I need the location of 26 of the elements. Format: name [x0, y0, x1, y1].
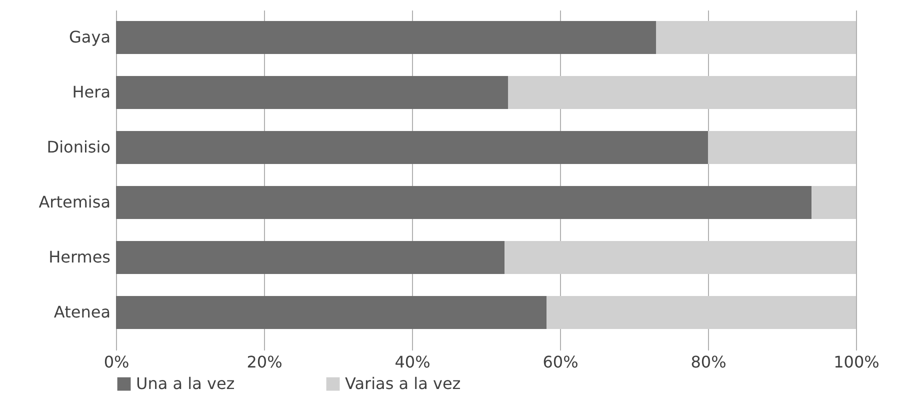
legend-label: Una a la vez — [136, 374, 235, 393]
bar — [546, 296, 856, 329]
bar — [116, 76, 508, 109]
bar — [116, 241, 504, 274]
y-tick-label: Gaya — [69, 28, 110, 46]
bar — [708, 131, 856, 164]
bar — [508, 76, 856, 109]
x-tick-label: 80% — [690, 352, 726, 372]
legend-label: Varias a la vez — [345, 374, 461, 393]
bar — [504, 241, 856, 274]
y-tick-label: Dionisio — [46, 138, 110, 156]
bar — [116, 296, 547, 329]
y-tick-label: Hermes — [48, 248, 110, 266]
y-tick-label: Artemisa — [38, 192, 110, 212]
x-tick-label: 60% — [542, 352, 578, 372]
bar — [116, 131, 708, 164]
y-tick-label: Atenea — [54, 302, 110, 322]
x-tick-label: 20% — [246, 352, 282, 372]
x-tick-label: 0% — [104, 352, 130, 372]
x-tick-label: 40% — [394, 352, 430, 372]
bar — [116, 186, 812, 219]
bar — [116, 21, 656, 54]
y-tick-label: Hera — [72, 82, 110, 102]
bar — [656, 21, 856, 54]
x-tick-label: 100% — [834, 352, 880, 372]
bar — [812, 186, 856, 219]
